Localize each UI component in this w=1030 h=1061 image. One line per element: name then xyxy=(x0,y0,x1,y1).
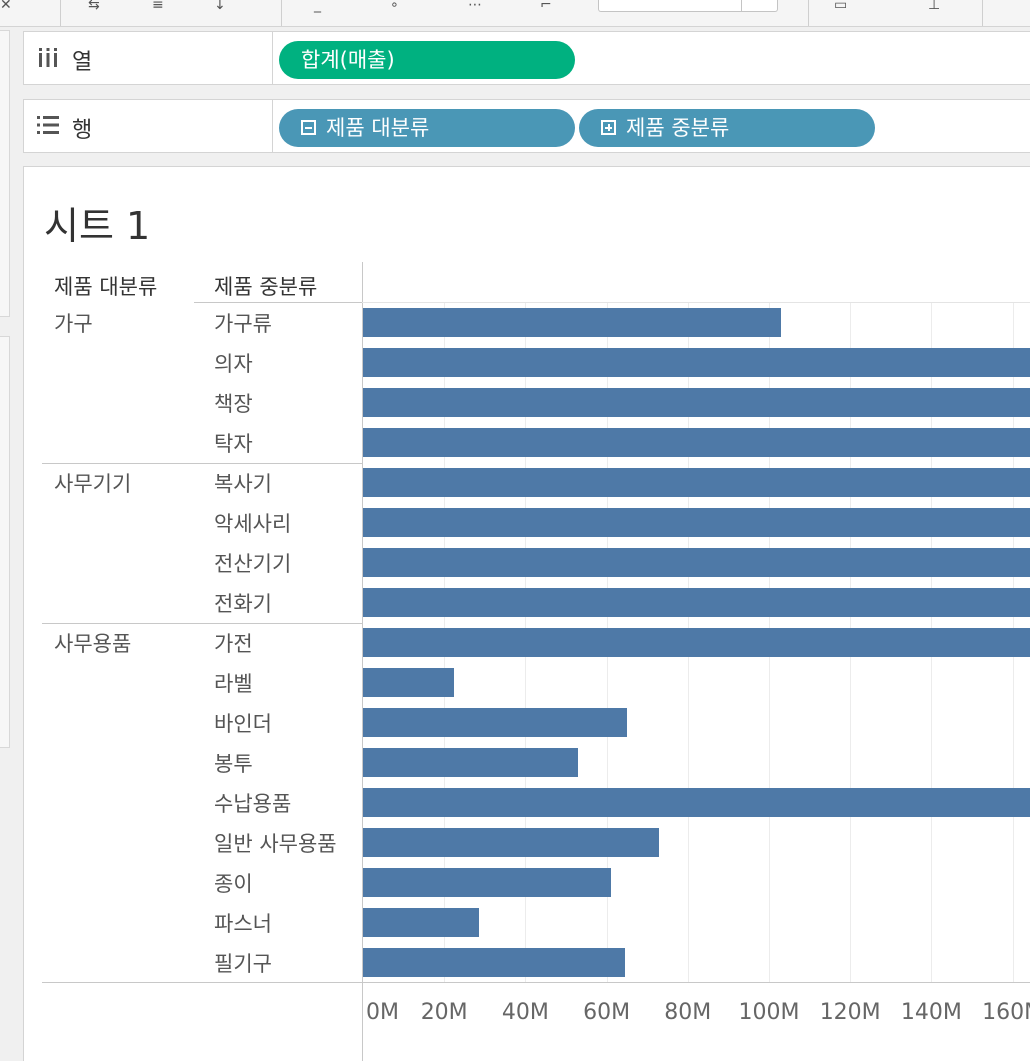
x-tick-label: 80M xyxy=(664,1000,712,1025)
x-tick-label: 140M xyxy=(900,1000,962,1025)
x-tick-label: 120M xyxy=(819,1000,881,1025)
header-category: 제품 대분류 xyxy=(54,275,158,299)
header-underline xyxy=(194,302,362,303)
expand-icon[interactable] xyxy=(601,120,616,135)
toolbar-separator xyxy=(281,0,282,26)
x-tick-label: 100M xyxy=(738,1000,800,1025)
bar[interactable] xyxy=(363,308,782,337)
toolbar-separator xyxy=(982,0,983,26)
subcategory-label[interactable]: 수납용품 xyxy=(214,792,292,816)
bar[interactable] xyxy=(363,908,479,937)
toolbar-separator xyxy=(60,0,61,26)
columns-shelf-header: 열 xyxy=(24,32,273,84)
subcategory-label[interactable]: 복사기 xyxy=(214,472,272,496)
subcategory-label[interactable]: 파스너 xyxy=(214,912,272,936)
category-label[interactable]: 사무용품 xyxy=(54,632,132,656)
bar[interactable] xyxy=(363,868,611,897)
x-tick-label: 20M xyxy=(420,1000,468,1025)
x-tick-label: 160M xyxy=(982,1000,1030,1025)
bar[interactable] xyxy=(363,348,1030,377)
columns-shelf-icon xyxy=(39,48,57,67)
bar[interactable] xyxy=(363,508,1030,537)
columns-shelf[interactable]: 열 합계(매출) xyxy=(23,31,1030,85)
subcategory-label[interactable]: 전산기기 xyxy=(214,552,292,576)
presentation-icon[interactable]: ▭ xyxy=(834,0,848,13)
rows-shelf-header: 행 xyxy=(24,100,273,152)
subcategory-label[interactable]: 가구류 xyxy=(214,312,272,336)
subcategory-label[interactable]: 필기구 xyxy=(214,952,272,976)
share-icon[interactable]: ⊥ xyxy=(928,0,941,13)
rows-shelf-label: 행 xyxy=(72,118,93,143)
subcategory-label[interactable]: 일반 사무용품 xyxy=(214,832,337,856)
toolbar-separator xyxy=(808,0,809,26)
sort-descending-icon[interactable]: ↧ xyxy=(214,0,226,13)
pane-divider xyxy=(362,262,363,1061)
axis-top-line xyxy=(42,982,1030,983)
header-subcategory: 제품 중분류 xyxy=(214,275,318,299)
close-icon[interactable]: ✕ xyxy=(0,0,12,13)
sort-ascending-icon[interactable]: ≡ xyxy=(152,0,164,13)
pill-label: 제품 중분류 xyxy=(626,116,730,140)
subcategory-label[interactable]: 전화기 xyxy=(214,592,272,616)
subcategory-label[interactable]: 바인더 xyxy=(214,712,272,736)
attach-icon[interactable]: ∘ xyxy=(390,0,399,13)
category-label[interactable]: 가구 xyxy=(54,312,93,336)
bar[interactable] xyxy=(363,748,579,777)
fit-dropdown[interactable] xyxy=(598,0,778,12)
subcategory-label[interactable]: 가전 xyxy=(214,632,253,656)
side-panel[interactable] xyxy=(0,30,10,317)
columns-shelf-label: 열 xyxy=(72,50,93,75)
subcategory-label[interactable]: 라벨 xyxy=(214,672,253,696)
rows-shelf[interactable]: 행 제품 대분류 제품 중분류 xyxy=(23,99,1030,153)
subcategory-label[interactable]: 책장 xyxy=(214,392,253,416)
x-tick-label: 0M xyxy=(366,1000,399,1025)
subcategory-label[interactable]: 종이 xyxy=(214,872,253,896)
swap-icon[interactable]: ⇆ xyxy=(88,0,100,13)
bar[interactable] xyxy=(363,468,1030,497)
pill-sum-sales[interactable]: 합계(매출) xyxy=(279,41,575,79)
category-label[interactable]: 사무기기 xyxy=(54,472,132,496)
subcategory-label[interactable]: 봉투 xyxy=(214,752,253,776)
pill-label: 합계(매출) xyxy=(301,48,395,72)
bar[interactable] xyxy=(363,588,1030,617)
pin-icon[interactable]: ⌐ xyxy=(540,0,552,13)
subcategory-label[interactable]: 탁자 xyxy=(214,432,253,456)
side-panel[interactable] xyxy=(0,336,10,748)
highlight-icon[interactable]: _ xyxy=(314,0,321,13)
x-tick-label: 40M xyxy=(501,1000,549,1025)
bar[interactable] xyxy=(363,548,1030,577)
bar[interactable] xyxy=(363,788,1030,817)
pill-label: 제품 대분류 xyxy=(326,116,430,140)
bar[interactable] xyxy=(363,948,625,977)
bar[interactable] xyxy=(363,628,1030,657)
bar[interactable] xyxy=(363,428,1030,457)
bar[interactable] xyxy=(363,388,1030,417)
sheet-title: 시트 1 xyxy=(44,204,151,248)
label-icon[interactable]: ⋯ xyxy=(468,0,482,13)
group-divider xyxy=(42,463,362,464)
subcategory-label[interactable]: 악세사리 xyxy=(214,512,292,536)
pill-product-subcategory[interactable]: 제품 중분류 xyxy=(579,109,875,147)
group-divider xyxy=(42,623,362,624)
x-tick-label: 60M xyxy=(583,1000,631,1025)
bar[interactable] xyxy=(363,708,627,737)
subcategory-label[interactable]: 의자 xyxy=(214,352,253,376)
bar[interactable] xyxy=(363,668,455,697)
bar[interactable] xyxy=(363,828,660,857)
rows-shelf-icon xyxy=(37,116,59,134)
pane-top-line xyxy=(362,302,1030,303)
pill-product-category[interactable]: 제품 대분류 xyxy=(279,109,575,147)
toolbar: ✕ ⇆ ≡ ↧ _ ∘ ⋯ ⌐ ▭ ⊥ xyxy=(0,0,1030,27)
collapse-icon[interactable] xyxy=(301,120,316,135)
